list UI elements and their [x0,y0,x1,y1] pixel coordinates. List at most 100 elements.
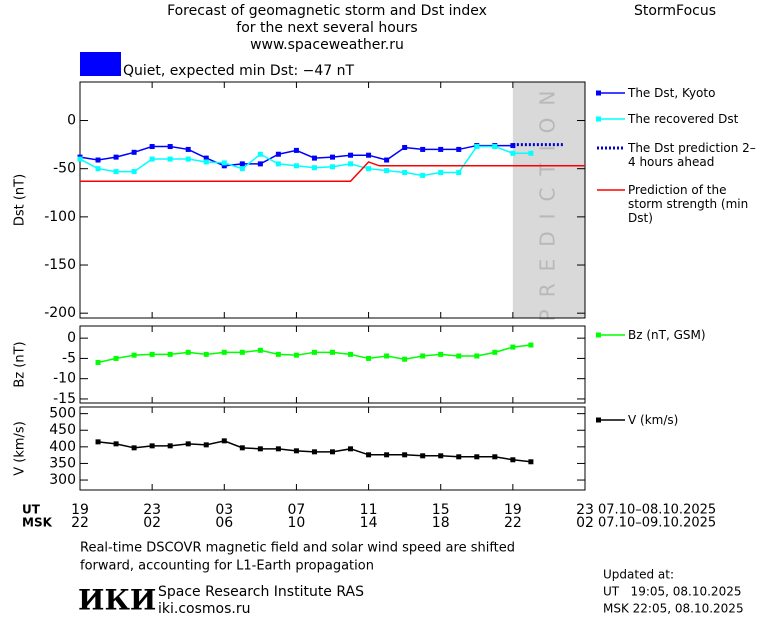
legend-label: The recovered Dst [628,112,739,126]
point [257,446,263,452]
point [510,344,516,350]
legend-label: V (km/s) [628,413,679,427]
point [528,150,534,156]
x-tick-label: 03 [215,502,233,518]
point [492,454,498,460]
series-line [80,161,585,182]
y-tick-label: 400 [49,439,76,455]
point [366,166,372,172]
point [456,454,462,460]
point [330,164,335,170]
point [239,349,245,355]
point [221,163,227,169]
y-tick-label: -5 [62,350,76,366]
updated-ut: UT 19:05, 08.10.2025 [603,585,741,599]
subtitle: for the next several hours [236,20,417,36]
y-tick-label: 350 [49,455,76,471]
point [95,166,101,172]
point [113,169,119,175]
point [492,349,498,355]
point [438,453,444,459]
y-tick-label: 300 [49,472,76,488]
y-axis-label: Dst (nT) [13,174,28,226]
x-tick-label: 22 [71,515,89,531]
point [402,170,408,176]
legend-marker [596,417,601,423]
note: forward, accounting for L1-Earth propaga… [80,559,374,574]
x-tick-label: 07 [288,502,306,518]
prediction-label: PREDICTION [535,79,559,322]
x-tick-label: 02 [576,515,594,531]
point [185,156,191,162]
x-tick-label: 23 [576,502,594,518]
point [167,156,173,162]
point [366,355,372,361]
point [275,151,281,157]
plot-frame [79,406,586,491]
point [131,352,137,358]
y-tick-label: -200 [44,305,76,321]
point [239,161,245,167]
point [311,449,317,455]
y-tick-label: 500 [49,406,76,422]
point [203,159,209,165]
x-tick-label: 18 [432,515,450,531]
point [384,157,390,163]
point [384,353,390,359]
title: Forecast of geomagnetic storm and Dst in… [167,3,487,19]
point [311,165,317,171]
point [330,349,335,355]
point [456,353,462,359]
point [203,155,209,161]
y-tick-label: 0 [67,113,76,129]
x-tick-label: 02 [143,515,161,531]
point [311,349,317,355]
point [167,351,173,357]
point [456,146,462,152]
status-text: Quiet, expected min Dst: −47 nT [123,63,355,79]
point [185,146,191,152]
legend-label: The Dst, Kyoto [628,86,716,100]
point [149,351,155,357]
point [293,163,299,169]
point [257,161,263,167]
note: Real-time DSCOVR magnetic field and sola… [80,541,515,556]
legend-label: Prediction of the storm strength (min Ds… [628,183,749,225]
point [257,347,263,353]
point [167,443,173,449]
point [438,170,444,176]
point [402,356,408,362]
legend-marker [596,90,601,96]
y-tick-label: 0 [67,330,76,346]
brand: StormFocus [634,3,716,19]
point [348,152,354,158]
x-tick-label: 23 [143,502,161,518]
point [330,449,335,455]
point [149,144,155,150]
y-tick-label: 450 [49,422,76,438]
status-box [80,52,121,76]
point [402,145,408,151]
point [239,166,245,172]
point [113,154,119,160]
point [311,155,317,161]
point [366,152,372,158]
point [95,359,101,365]
x-tick-label: 15 [432,502,450,518]
y-tick-label: -150 [44,257,76,273]
point [167,144,173,150]
logo: ИКИ [78,584,156,617]
y-tick-label: -50 [53,161,76,177]
point [149,443,155,449]
point [348,351,354,357]
point [221,160,227,166]
x-axis-label: UT [22,503,41,517]
point [510,150,516,156]
point [95,157,101,163]
x-tick-label: 19 [504,502,522,518]
x-tick-label: 19 [71,502,89,518]
point [185,349,191,355]
x-axis-label: MSK [22,516,53,530]
